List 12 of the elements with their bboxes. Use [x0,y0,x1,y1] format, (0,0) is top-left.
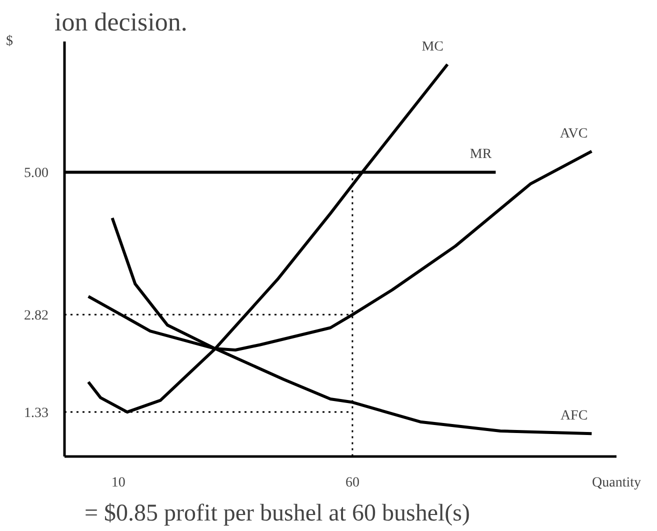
y-tick-label: 2.82 [24,308,48,324]
y-axis-title: $ [6,34,13,49]
chart-title: ion decision. [54,8,188,36]
series-label: MR [470,147,492,162]
x-tick-label: 10 [111,476,126,490]
text: = $0.85 profit per bushel at 60 bushel(s) [84,500,470,526]
y-tick-label: 5.00 [24,166,48,182]
series-label: AFC [560,408,588,424]
y-tick-label: 1.33 [24,406,48,422]
x-tick-label: 60 [345,476,360,490]
series-label: AVC [560,126,588,142]
x-axis-title: Quantity [592,476,642,490]
